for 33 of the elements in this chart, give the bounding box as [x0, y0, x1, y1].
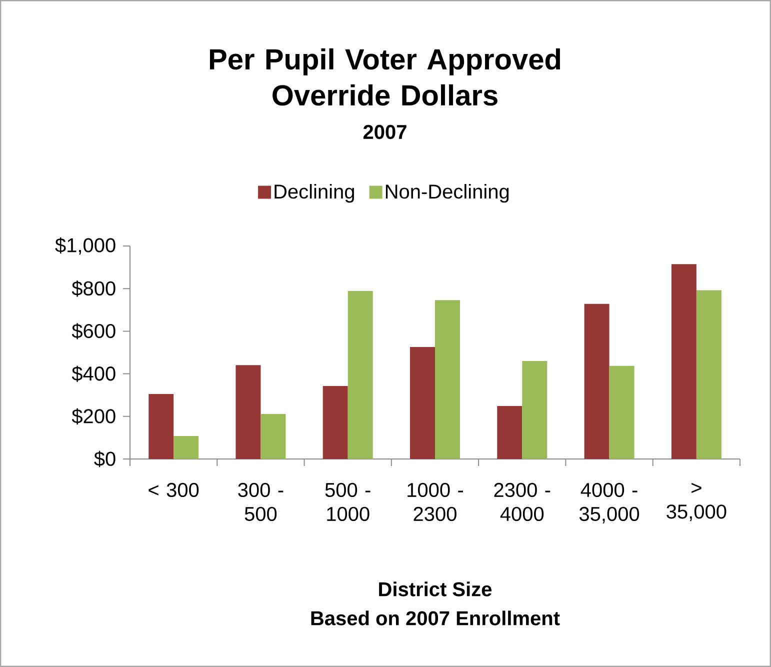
bar [322, 386, 348, 459]
y-tick-label: $400 [72, 366, 116, 382]
bar [671, 264, 696, 459]
y-tick-label: $800 [72, 280, 116, 297]
chart-subtitle: 2007 [363, 124, 406, 140]
bar [435, 300, 460, 459]
y-tick-label: $200 [72, 408, 116, 424]
bar [348, 290, 373, 459]
bar [696, 290, 722, 459]
x-tick-label: < 300 [148, 482, 199, 498]
x-tick-label: > 35,000 [666, 482, 726, 522]
y-tick-label: $0 [94, 450, 116, 468]
x-tick-label: 1000 - 2300 [408, 482, 463, 522]
bar [584, 304, 610, 459]
bar [609, 366, 634, 459]
x-tick-label: 300 - 500 [238, 482, 284, 522]
legend-label: Declining [274, 184, 354, 203]
bar [497, 406, 522, 459]
text: Based on 2007 Enrollment [311, 610, 560, 626]
bar [522, 361, 548, 459]
y-tick-label: $600 [72, 323, 116, 340]
y-tick-label: $1,000 [55, 237, 116, 255]
bar [148, 394, 174, 459]
bar [174, 436, 199, 459]
legend-label: Non-Declining [386, 184, 509, 203]
chart-title: Per Pupil Voter Approved Override Dollars [210, 48, 560, 106]
bar [410, 346, 435, 459]
x-tick-label: 2300 - 4000 [494, 482, 550, 522]
x-tick-label: 500 - 1000 [325, 482, 370, 522]
x-tick-label: 4000 - 35,000 [579, 482, 640, 524]
bar [260, 414, 286, 459]
bar [236, 365, 261, 459]
x-axis-title: District Size [379, 582, 492, 596]
